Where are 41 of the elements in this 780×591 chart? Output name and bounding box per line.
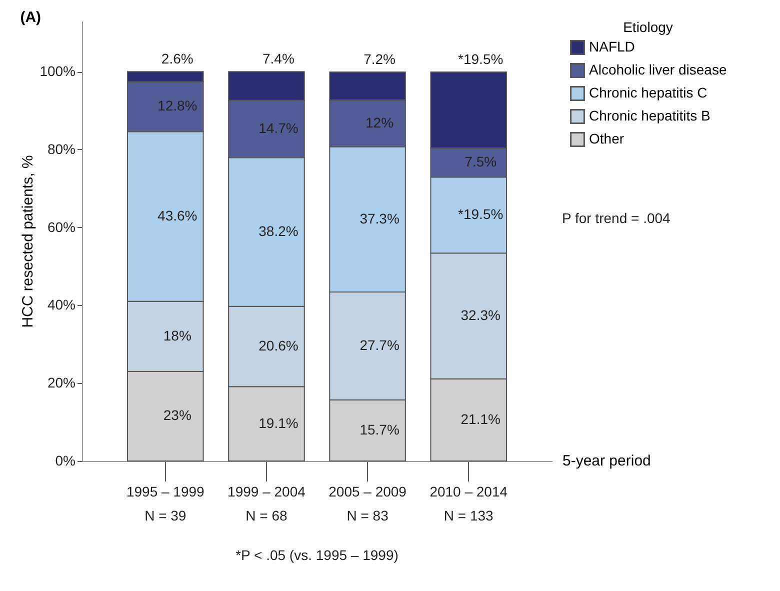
legend-label: Other [589,130,624,146]
data-label: 14.7% [258,120,298,136]
data-label: 43.6% [158,207,198,224]
data-label: 2.6% [161,50,194,67]
y-tick-label: 0% [55,452,76,468]
legend-label: Chronic hepatitits B [589,108,710,124]
data-label: 37.3% [360,210,400,226]
legend-label: Chronic hepatitis C [589,84,708,100]
x-axis-title: 5-year period [562,452,651,470]
legend-label: Alcoholic liver disease [589,62,727,78]
chart-title: (A) [20,9,42,26]
data-label: 15.7% [360,421,400,438]
legend-title: Etiology [623,19,673,35]
data-label: 23% [163,407,192,424]
data-label: 20.6% [258,338,298,354]
data-label: 7.2% [364,51,396,68]
y-axis-title: HCC resected patients, % [20,155,37,328]
x-tick-label: 1995 – 1999 N = 39 [126,484,205,524]
data-label: 18% [163,327,192,344]
data-label: 38.2% [258,223,298,240]
data-label: *19.5% [458,206,504,222]
text: P for trend = .004 [562,210,671,226]
data-label: *19.5% [458,51,504,68]
data-label: 19.1% [258,414,298,431]
data-label: 32.3% [460,306,500,323]
data-label: 12.8% [158,98,198,114]
data-label: 12% [366,114,394,130]
x-tick-label: 2005 – 2009 N = 83 [328,484,407,524]
data-label: 7.4% [262,50,294,67]
data-label: 21.1% [460,410,500,427]
y-tick-label: 80% [47,140,76,157]
x-tick-label: 1999 – 2004 N = 68 [228,484,306,524]
y-tick-label: 20% [47,374,76,391]
y-tick-label: 60% [47,218,76,235]
legend-label: NAFLD [589,38,635,54]
x-tick-label: 2010 – 2014 N = 133 [430,484,508,524]
data-label: 27.7% [360,336,400,353]
data-label: 7.5% [464,154,497,170]
text: *P < .05 (vs. 1995 – 1999) [236,547,398,563]
y-tick-label: 40% [47,296,76,313]
y-tick-label: 100% [40,63,76,80]
